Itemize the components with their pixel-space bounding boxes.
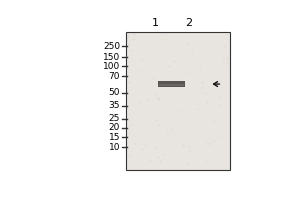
Text: 100: 100 [103,62,120,71]
Text: 250: 250 [103,42,120,51]
Text: 35: 35 [109,101,120,110]
Text: 1: 1 [152,18,158,28]
Bar [159,84,184,86]
Text: 20: 20 [109,123,120,132]
Text: 150: 150 [103,53,120,62]
Text: 50: 50 [109,88,120,97]
Text: 2: 2 [185,18,192,28]
Text: 10: 10 [109,143,120,152]
Text: 25: 25 [109,114,120,123]
Bar [158,81,185,87]
Text: 15: 15 [109,133,120,142]
Text: 70: 70 [109,72,120,81]
Bar [126,32,230,170]
